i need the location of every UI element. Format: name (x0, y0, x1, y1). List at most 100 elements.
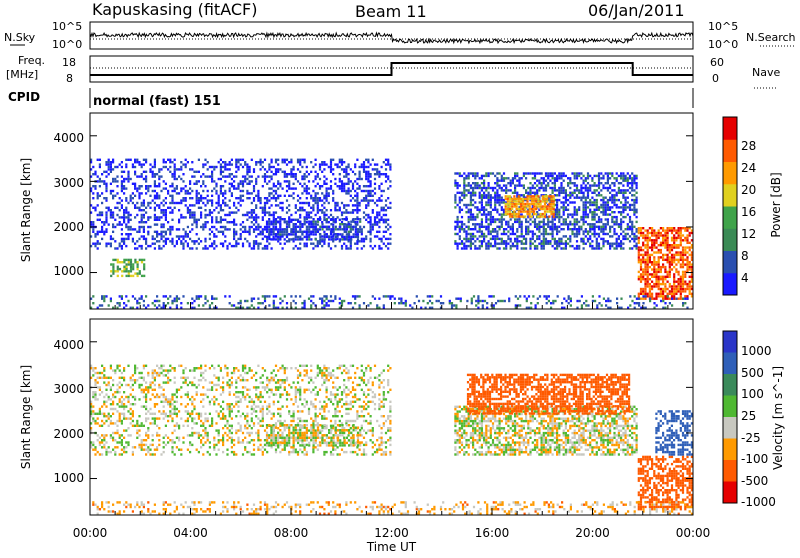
power-cell (504, 300, 506, 302)
velocity-cell (94, 413, 96, 415)
power-cell (271, 161, 273, 163)
power-cell (275, 192, 277, 194)
power-cell (638, 302, 640, 304)
power-cell (299, 209, 301, 211)
power-cell (160, 209, 162, 211)
power-cell (640, 249, 642, 251)
power-cell (149, 245, 151, 247)
power-cell (123, 270, 125, 272)
power-cell (279, 195, 281, 197)
power-cell (662, 278, 664, 280)
power-cell (143, 235, 145, 237)
power-cell (499, 199, 501, 201)
power-cell (333, 231, 335, 233)
power-cell (363, 166, 365, 168)
power-cell (253, 209, 255, 211)
power-cell (638, 276, 640, 278)
power-cell (123, 214, 125, 216)
power-cell (143, 231, 145, 233)
power-cell (202, 166, 204, 168)
power-cell (636, 201, 638, 203)
power-cell (348, 187, 350, 189)
power-cell (119, 197, 121, 199)
power-cell (171, 190, 173, 192)
power-cell (277, 240, 279, 242)
power-cell (251, 214, 253, 216)
power-cell (187, 190, 189, 192)
power-cell (220, 187, 222, 189)
power-cell (481, 199, 483, 201)
power-cell (246, 173, 248, 175)
power-cell (667, 227, 669, 229)
power-cell (518, 235, 520, 237)
power-cell (669, 290, 671, 292)
power-cell (306, 214, 308, 216)
power-cell (507, 198, 509, 200)
power-cell (552, 177, 554, 179)
power-cell (481, 201, 483, 203)
power-cell (339, 226, 341, 228)
power-cell (273, 233, 275, 235)
power-cell (468, 184, 470, 186)
power-cell (198, 243, 200, 245)
power-cell (191, 204, 193, 206)
power-cell (529, 240, 531, 242)
power-cell (636, 192, 638, 194)
power-cell (541, 243, 543, 245)
power-cell (260, 231, 262, 233)
power-cell (215, 183, 217, 185)
power-cell (471, 302, 473, 304)
power-cell (224, 240, 226, 242)
velocity-cell (97, 398, 99, 400)
power-cell (301, 209, 303, 211)
power-cell (99, 195, 101, 197)
power-cell (598, 184, 600, 186)
power-cell (260, 202, 262, 204)
power-cell (574, 189, 576, 191)
power-cell (454, 221, 456, 223)
power-cell (137, 263, 139, 265)
power-cell (92, 302, 94, 304)
power-cell (470, 199, 472, 201)
power-cell (365, 197, 367, 199)
power-cell (374, 298, 376, 300)
power-cell (534, 187, 536, 189)
power-cell (494, 243, 496, 245)
power-cell (678, 254, 680, 256)
power-cell (356, 202, 358, 204)
power-cell (678, 237, 680, 239)
power-cell (268, 180, 270, 182)
power-cell (600, 221, 602, 223)
power-cell (627, 201, 629, 203)
power-cell (553, 203, 555, 205)
power-cell (511, 215, 513, 217)
power-cell (616, 302, 618, 304)
power-cell (653, 273, 655, 275)
power-cell (607, 180, 609, 182)
power-cell (97, 197, 99, 199)
power-cell (354, 302, 356, 304)
power-cell (454, 240, 456, 242)
power-cell (326, 195, 328, 197)
power-cell (191, 211, 193, 213)
power-cell (376, 199, 378, 201)
power-cell (275, 161, 277, 163)
power-cell (128, 272, 130, 274)
power-cell (152, 199, 154, 201)
power-cell (541, 221, 543, 223)
power-cell (622, 216, 624, 218)
power-cell (330, 161, 332, 163)
power-cell (492, 187, 494, 189)
power-cell (163, 231, 165, 233)
velocity-cell (110, 434, 112, 436)
power-cell (651, 273, 653, 275)
power-cell (273, 216, 275, 218)
power-cell (249, 211, 251, 213)
power-cell (684, 237, 686, 239)
power-cell (163, 161, 165, 163)
power-cell (341, 245, 343, 247)
power-cell (669, 276, 671, 278)
power-cell (547, 233, 549, 235)
power-cell (310, 161, 312, 163)
power-cell (339, 298, 341, 300)
